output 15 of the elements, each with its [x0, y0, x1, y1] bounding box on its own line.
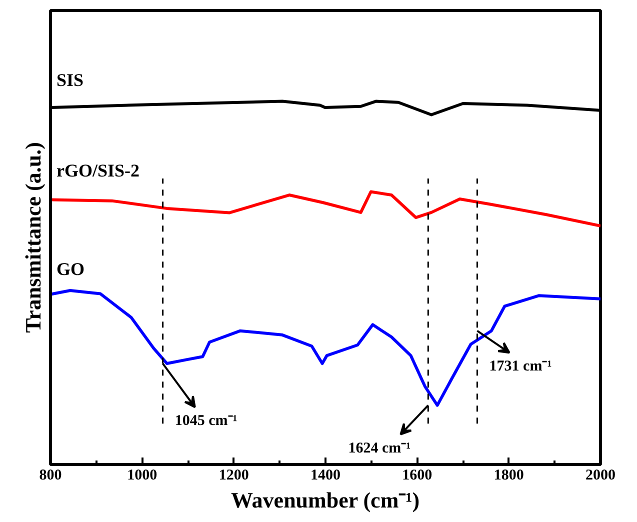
x-tick-label: 1800 [494, 468, 524, 484]
series-label: SIS [56, 70, 84, 90]
y-axis-title: Transmittance (a.u.) [20, 142, 46, 333]
x-tick-label: 1200 [218, 468, 249, 484]
x-tick-label: 1400 [310, 468, 340, 484]
x-tick-label: 2000 [586, 468, 616, 484]
x-tick-label: 1000 [127, 468, 158, 484]
x-tick-label: 1600 [402, 468, 432, 484]
series-label: GO [56, 259, 85, 280]
x-axis-title: Wavenumber (cm⁻¹) [231, 488, 420, 512]
annotation: 1731 cm⁻¹ [489, 358, 552, 375]
annotation: 1624 cm⁻¹ [348, 440, 411, 456]
series-label: rGO/SIS-2 [56, 160, 140, 180]
annotation: 1045 cm⁻¹ [174, 413, 238, 430]
x-tick-label: 800 [39, 468, 62, 484]
